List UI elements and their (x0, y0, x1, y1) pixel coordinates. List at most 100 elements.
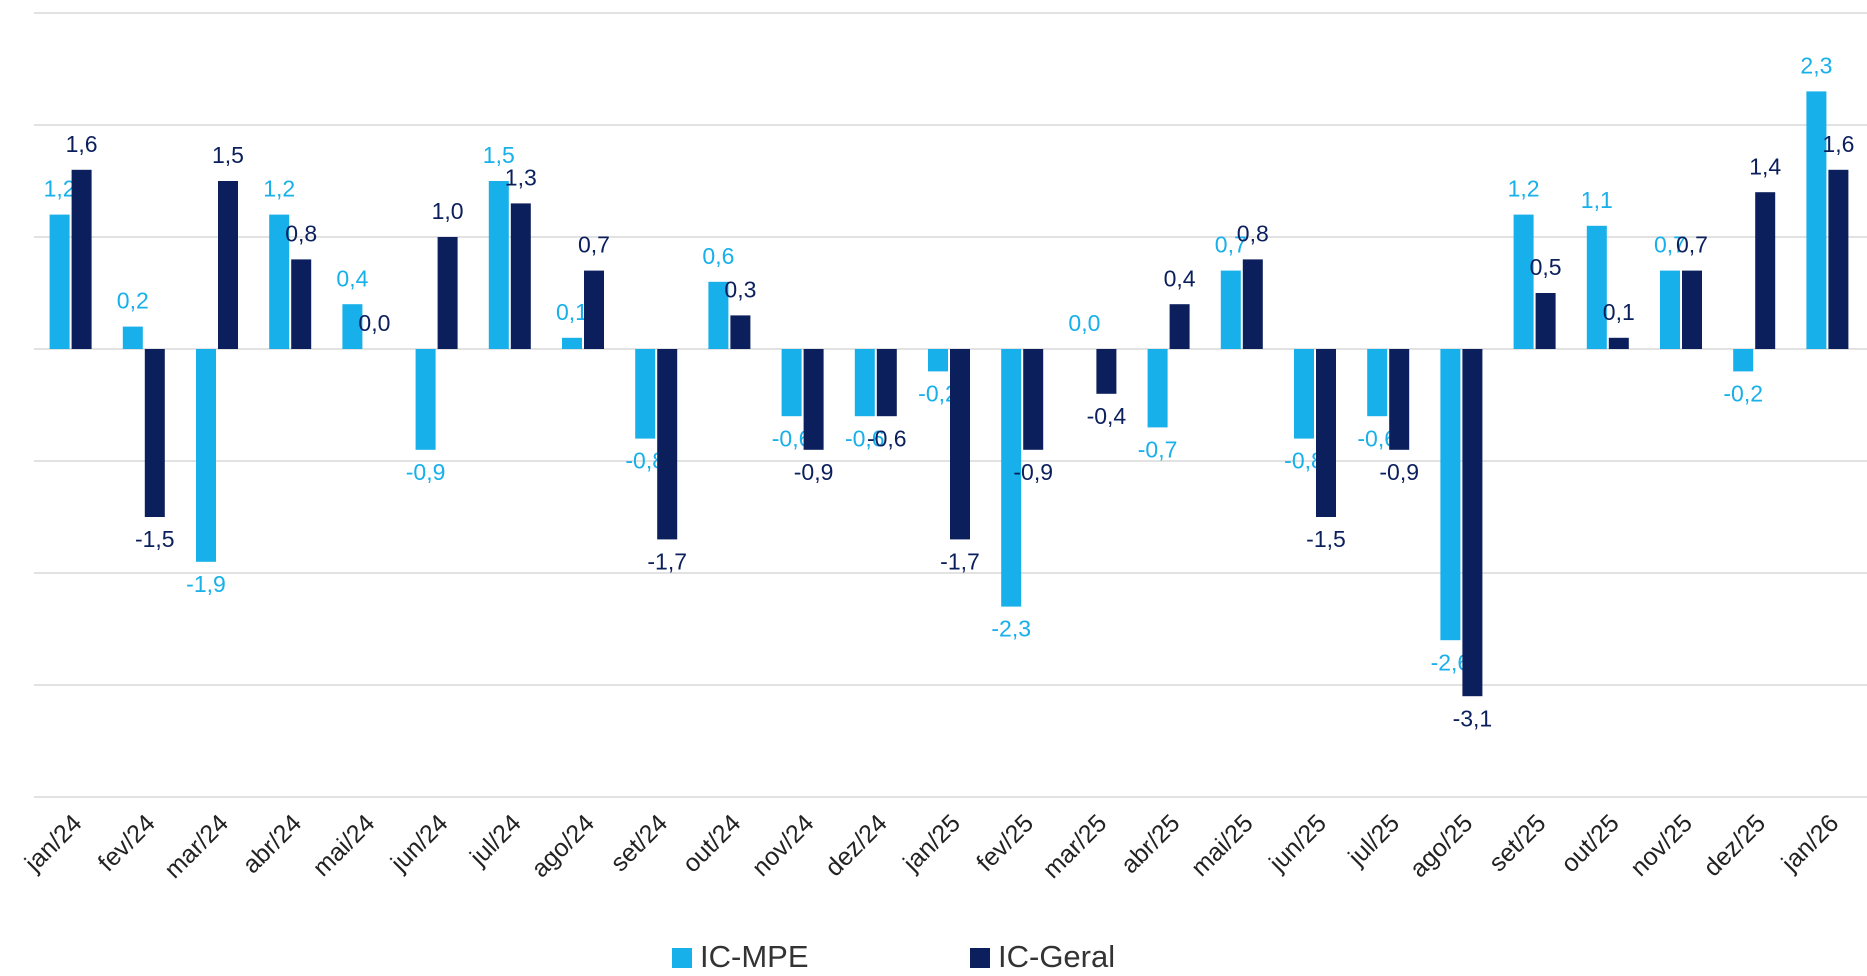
bar (1828, 169, 1849, 349)
bar (854, 349, 875, 417)
bar (437, 237, 458, 349)
bar (1367, 349, 1388, 417)
data-label: -0,9 (794, 459, 834, 485)
x-tick-label: fev/24 (93, 809, 161, 877)
data-label: 0,4 (1164, 265, 1196, 291)
bar (1316, 349, 1336, 517)
bar (730, 315, 751, 349)
bar (1294, 349, 1314, 439)
x-tick-label: set/25 (1484, 809, 1552, 877)
x-tick-label: jan/24 (19, 809, 88, 878)
x-tick-label: dez/24 (820, 809, 893, 882)
bar (1682, 270, 1702, 349)
bar (1096, 349, 1117, 394)
x-tick-label: fev/25 (971, 809, 1039, 877)
data-label: -0,6 (867, 425, 907, 451)
data-label: -1,5 (135, 526, 175, 552)
data-label: -0,2 (1723, 380, 1763, 406)
bar (584, 270, 604, 349)
bar (71, 169, 92, 349)
x-tick-label: jun/24 (385, 809, 454, 878)
x-tick-label: jun/25 (1263, 809, 1332, 878)
bar (1462, 349, 1483, 697)
x-tick-label: nov/24 (747, 809, 820, 882)
bar (49, 214, 70, 349)
data-label: -0,9 (1013, 459, 1053, 485)
x-tick-label: ago/25 (1404, 809, 1478, 883)
bar (122, 326, 143, 349)
bar (218, 181, 238, 349)
data-label: 1,0 (432, 198, 464, 224)
bar (415, 349, 436, 450)
bar (1220, 270, 1241, 349)
data-label: 0,7 (1654, 232, 1686, 258)
legend-swatch (672, 948, 692, 968)
bar (657, 349, 678, 540)
data-label: 0,4 (336, 265, 368, 291)
data-label: -0,9 (406, 459, 446, 485)
x-tick-label: jan/26 (1776, 809, 1845, 878)
bar (1608, 337, 1629, 349)
bar (562, 337, 582, 349)
x-tick-label: mar/25 (1037, 809, 1112, 884)
bar (1023, 349, 1044, 450)
data-label: 1,6 (1822, 131, 1854, 157)
x-tick-label: abr/24 (237, 809, 307, 879)
data-label: -3,1 (1453, 705, 1493, 731)
x-tick-label: jul/25 (1342, 809, 1405, 872)
x-tick-label: abr/25 (1116, 809, 1186, 879)
x-tick-label: jan/25 (897, 809, 966, 878)
x-tick-label: jul/24 (464, 809, 527, 872)
bar (510, 203, 531, 349)
data-label: 1,2 (44, 176, 76, 202)
bar (144, 349, 165, 517)
x-tick-label: mai/24 (307, 809, 380, 882)
data-label: 0,3 (724, 276, 756, 302)
data-label: 1,4 (1749, 153, 1781, 179)
data-label: 0,0 (358, 310, 390, 336)
data-label: 1,1 (1581, 187, 1613, 213)
bar (488, 181, 509, 349)
bar (1169, 304, 1190, 349)
x-tick-label: mai/25 (1186, 809, 1259, 882)
data-label: 0,0 (1068, 310, 1100, 336)
data-label: 2,3 (1800, 52, 1832, 78)
x-tick-label: out/24 (677, 809, 746, 878)
data-label: 1,5 (483, 142, 515, 168)
bar (928, 349, 948, 372)
data-label: 1,5 (212, 142, 244, 168)
bar (1147, 349, 1168, 428)
data-label: 1,6 (66, 131, 98, 157)
bar (342, 304, 363, 349)
x-tick-label: set/24 (605, 809, 673, 877)
data-label: 0,5 (1530, 254, 1562, 280)
bar (291, 259, 312, 349)
bar (1660, 270, 1680, 349)
bar (1001, 349, 1022, 607)
bar (950, 349, 970, 540)
x-tick-label: nov/25 (1625, 809, 1698, 882)
data-label: -1,7 (647, 548, 687, 574)
legend-swatch (970, 948, 990, 968)
bar (1733, 349, 1754, 372)
bar (1513, 214, 1534, 349)
data-label: -1,9 (186, 571, 226, 597)
data-label: 0,7 (578, 232, 610, 258)
data-label: 1,3 (505, 164, 537, 190)
data-label: 1,2 (263, 176, 295, 202)
bar (876, 349, 897, 417)
x-tick-label: ago/24 (526, 809, 600, 883)
legend-label: IC-Geral (998, 939, 1115, 974)
data-label: 0,1 (1603, 299, 1635, 325)
bar (1389, 349, 1410, 450)
x-tick-label: dez/25 (1698, 809, 1771, 882)
data-label: -1,5 (1306, 526, 1346, 552)
data-label: -0,6 (845, 425, 885, 451)
data-label: 1,2 (1508, 176, 1540, 202)
data-label: 0,8 (1237, 220, 1269, 246)
data-label: -0,4 (1087, 403, 1127, 429)
bar (1755, 192, 1776, 349)
data-label: 0,2 (117, 288, 149, 314)
data-label: 0,7 (1215, 232, 1247, 258)
